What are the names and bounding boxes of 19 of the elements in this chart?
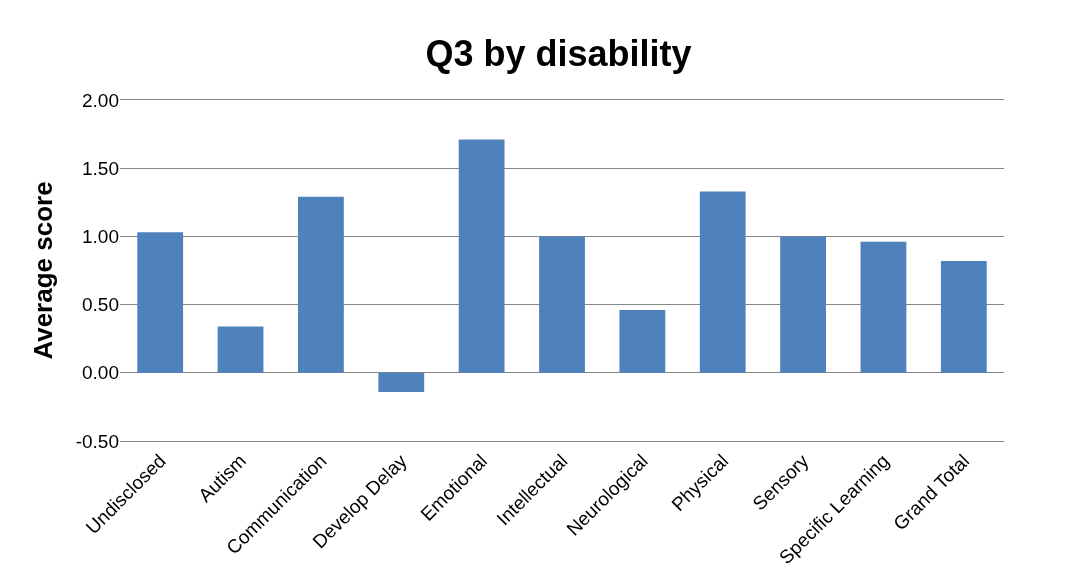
bar xyxy=(298,196,344,373)
y-tick-label: -0.50 xyxy=(75,430,119,452)
bar xyxy=(458,139,505,373)
bar xyxy=(217,326,264,373)
bar xyxy=(539,236,585,373)
y-tick-label: 0.00 xyxy=(82,362,119,384)
bar xyxy=(619,310,666,373)
bar xyxy=(940,260,987,373)
y-tick-label: 0.50 xyxy=(82,294,119,316)
y-axis-title: Average score xyxy=(28,181,59,360)
y-tick-label: 1.50 xyxy=(82,157,119,179)
chart-title: Q3 by disability xyxy=(425,32,692,74)
bar xyxy=(137,232,184,373)
bar xyxy=(378,372,425,392)
bar xyxy=(860,241,907,373)
y-tick-label: 2.00 xyxy=(82,89,119,111)
bar xyxy=(780,236,826,373)
bar xyxy=(699,191,746,373)
y-tick-label: 1.00 xyxy=(82,226,119,248)
